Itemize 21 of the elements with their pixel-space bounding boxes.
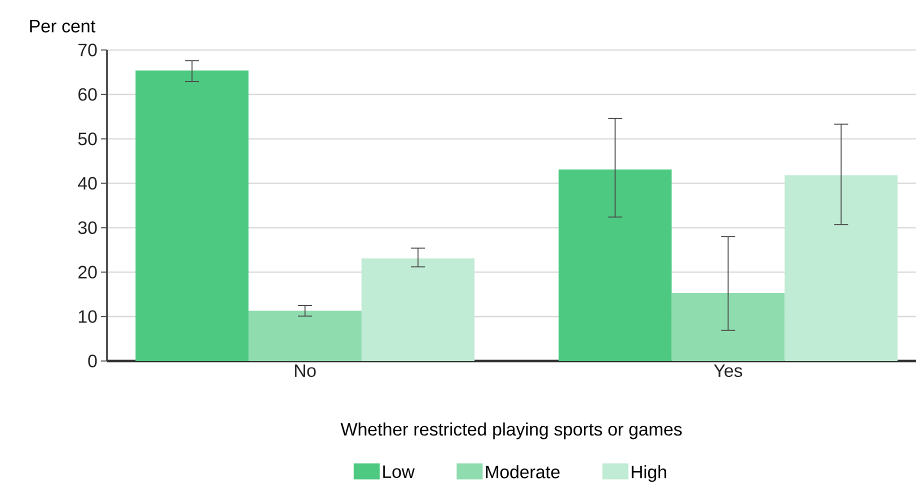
y-tick-label: 40 xyxy=(78,176,97,190)
legend-label: High xyxy=(632,465,666,482)
bar xyxy=(136,70,249,361)
bar xyxy=(248,310,362,361)
bar xyxy=(362,258,475,361)
y-tick-label: 30 xyxy=(78,221,97,234)
y-tick-label: 60 xyxy=(78,88,97,101)
legend-label: Low xyxy=(383,466,415,478)
x-tick-label: No xyxy=(295,364,316,378)
y-tick-label: 50 xyxy=(78,132,97,146)
legend-label: Moderate xyxy=(486,465,560,478)
bar xyxy=(672,293,785,361)
y-tick-label: 70 xyxy=(78,44,97,56)
y-tick-label: 10 xyxy=(78,310,97,323)
y-tick-label: 0 xyxy=(88,354,97,368)
x-axis-title: Whether restricted playing sports or games xyxy=(340,422,682,440)
bar xyxy=(558,170,672,361)
bar xyxy=(784,175,898,361)
y-axis-title: Per cent xyxy=(30,20,96,32)
x-tick-label: Yes xyxy=(714,364,742,378)
y-tick-label: 20 xyxy=(78,266,97,278)
